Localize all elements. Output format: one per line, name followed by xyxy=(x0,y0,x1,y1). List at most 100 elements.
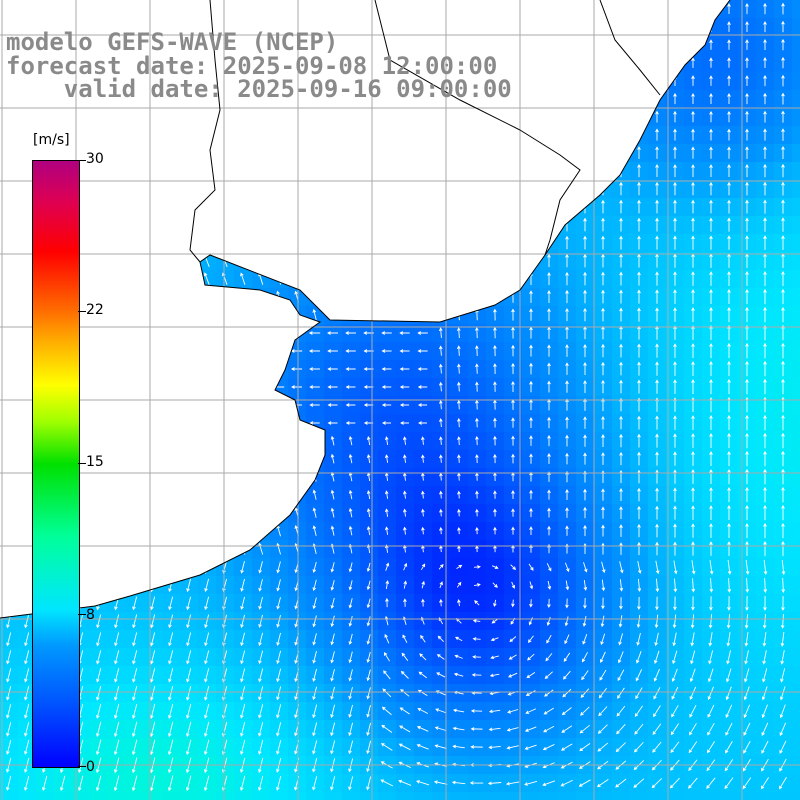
wind-arrow xyxy=(691,110,695,123)
wind-arrow xyxy=(258,668,264,683)
wind-arrow xyxy=(564,616,569,627)
wind-arrow xyxy=(276,722,282,737)
wind-arrow xyxy=(635,669,643,682)
wind-arrow xyxy=(633,741,644,753)
wind-arrow xyxy=(312,651,317,664)
wind-arrow xyxy=(491,565,499,569)
wind-arrow xyxy=(763,324,767,341)
wind-arrow xyxy=(565,525,569,536)
wind-arrow xyxy=(400,670,409,679)
wind-arrow xyxy=(330,453,335,464)
wind-arrow xyxy=(655,343,659,358)
wind-arrow xyxy=(691,596,695,611)
wind-arrow xyxy=(745,199,749,214)
wind-arrow xyxy=(655,433,659,448)
wind-arrow xyxy=(475,435,479,446)
wind-arrow xyxy=(348,740,354,755)
wind-arrow xyxy=(709,110,713,123)
wind-arrow xyxy=(745,360,749,377)
wind-arrow xyxy=(308,331,321,335)
wind-cell xyxy=(792,90,800,108)
wind-arrow xyxy=(529,417,533,429)
wind-arrow xyxy=(565,416,569,429)
wind-arrow xyxy=(418,421,427,425)
wind-arrow xyxy=(727,414,731,431)
wind-arrow xyxy=(204,721,210,737)
wind-arrow xyxy=(475,490,479,499)
wind-arrow xyxy=(508,672,518,678)
wind-arrow xyxy=(706,777,716,789)
title-valid-date: valid date: 2025-09-16 09:00:00 xyxy=(6,75,512,103)
wind-arrow xyxy=(655,110,659,123)
wind-arrow xyxy=(276,632,281,646)
wind-cell xyxy=(180,792,198,800)
wind-arrow xyxy=(439,418,443,428)
wind-arrow xyxy=(312,597,317,610)
wind-arrow xyxy=(583,343,587,358)
wind-arrow xyxy=(619,415,623,430)
wind-arrow xyxy=(312,579,317,592)
wind-arrow xyxy=(330,435,335,446)
wind-arrow xyxy=(258,561,263,574)
wind-arrow xyxy=(487,781,502,786)
wind-arrow xyxy=(565,470,569,483)
wind-arrow xyxy=(204,668,210,683)
wind-arrow xyxy=(781,38,785,51)
wind-arrow xyxy=(438,563,444,570)
wind-arrow xyxy=(565,253,569,268)
wind-arrow xyxy=(583,452,587,465)
wind-arrow xyxy=(312,525,317,536)
wind-arrow xyxy=(691,235,695,250)
wind-arrow xyxy=(707,668,714,683)
wind-arrow xyxy=(654,650,660,664)
wind-arrow xyxy=(781,181,785,196)
wind-arrow xyxy=(745,414,749,431)
wind-arrow xyxy=(637,289,641,304)
wind-arrow xyxy=(653,668,660,682)
coastline xyxy=(0,0,731,619)
wind-arrow xyxy=(24,739,30,755)
wind-cell xyxy=(792,612,800,630)
wind-arrow xyxy=(673,325,677,340)
wind-arrow xyxy=(673,541,677,556)
wind-arrow xyxy=(96,668,102,683)
wind-arrow xyxy=(312,722,318,737)
wind-arrow xyxy=(763,540,767,557)
wind-arrow xyxy=(470,745,483,749)
wind-arrow xyxy=(727,523,731,539)
wind-arrow xyxy=(655,578,660,593)
wind-arrow xyxy=(745,75,749,86)
wind-arrow xyxy=(583,488,587,501)
wind-arrow xyxy=(114,650,120,665)
wind-arrow xyxy=(150,668,156,683)
wind-arrow xyxy=(707,722,715,736)
wind-arrow xyxy=(511,435,515,446)
wind-arrow xyxy=(348,453,353,464)
wind-arrow xyxy=(763,504,767,521)
wind-arrow xyxy=(673,415,677,430)
wind-arrow xyxy=(402,454,407,463)
wind-arrow xyxy=(781,450,785,467)
wind-cell xyxy=(756,792,774,800)
wind-arrow xyxy=(780,650,785,665)
wind-cell xyxy=(342,792,360,800)
wind-arrow xyxy=(524,780,538,786)
wind-arrow xyxy=(763,378,767,395)
wind-arrow xyxy=(438,381,443,392)
wind-arrow xyxy=(596,779,609,788)
wind-arrow xyxy=(312,776,318,791)
wind-arrow xyxy=(439,526,443,535)
wind-arrow xyxy=(781,432,785,449)
wind-arrow xyxy=(547,416,551,429)
wind-arrow xyxy=(525,708,537,714)
wind-arrow xyxy=(470,709,483,713)
wind-arrow xyxy=(745,577,750,593)
wind-arrow xyxy=(511,326,515,339)
wind-cell xyxy=(792,792,800,800)
wind-arrow xyxy=(204,578,210,593)
wind-cell xyxy=(702,792,720,800)
wind-arrow xyxy=(240,614,246,629)
wind-arrow xyxy=(673,92,677,105)
wind-arrow xyxy=(655,199,659,214)
